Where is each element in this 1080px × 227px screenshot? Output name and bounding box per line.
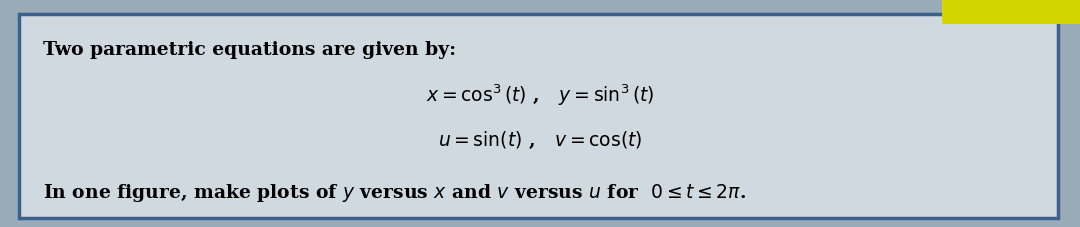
FancyBboxPatch shape — [942, 0, 1080, 24]
FancyBboxPatch shape — [19, 14, 1058, 218]
Text: In one figure, make plots of $\mathit{y}$ versus $\mathit{x}$ and $\mathit{v}$ v: In one figure, make plots of $\mathit{y}… — [43, 182, 746, 204]
Text: Two parametric equations are given by:: Two parametric equations are given by: — [43, 41, 457, 59]
Text: $u = \sin(t)$ ,   $v = \cos(t)$: $u = \sin(t)$ , $v = \cos(t)$ — [437, 130, 643, 151]
Text: $x = \cos^3(t)$ ,   $y = \sin^3(t)$: $x = \cos^3(t)$ , $y = \sin^3(t)$ — [426, 83, 654, 108]
